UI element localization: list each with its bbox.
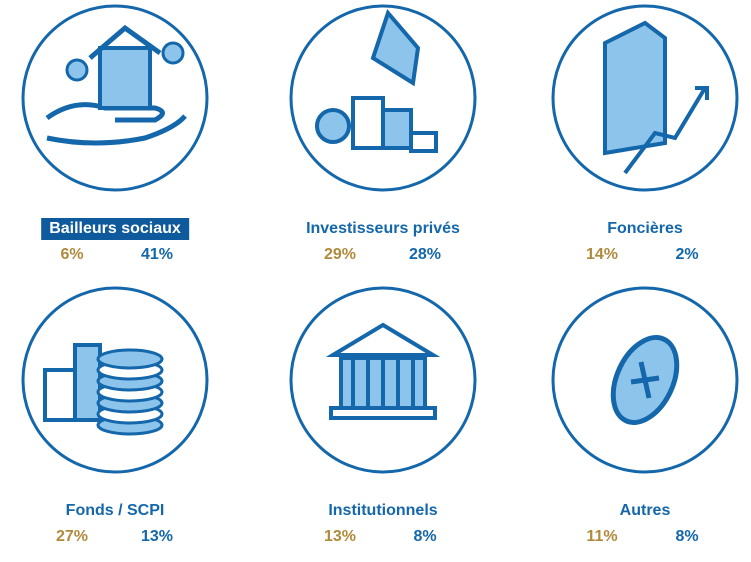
icon-building bbox=[75, 345, 100, 420]
icon-house bbox=[100, 48, 150, 108]
icon-cloud bbox=[67, 60, 87, 80]
icon-base bbox=[331, 408, 435, 418]
share-b: 13% bbox=[141, 528, 173, 546]
share-b: 28% bbox=[409, 246, 441, 264]
item-label: Bailleurs sociaux bbox=[41, 218, 189, 240]
icon-building bbox=[383, 110, 411, 148]
item-label: Institutionnels bbox=[320, 500, 445, 522]
share-a: 27% bbox=[56, 528, 88, 546]
item-label: Autres bbox=[612, 500, 679, 522]
item-label: Investisseurs privés bbox=[298, 218, 468, 240]
share-a: 11% bbox=[586, 528, 617, 546]
share-b: 41% bbox=[141, 246, 173, 264]
share-b: 2% bbox=[675, 246, 698, 264]
share-b: 8% bbox=[413, 528, 436, 546]
share-b: 8% bbox=[675, 528, 698, 546]
icons bbox=[0, 0, 751, 562]
icon-building bbox=[353, 98, 383, 148]
share-a: 13% bbox=[324, 528, 356, 546]
icon-coin bbox=[98, 350, 162, 368]
icon-building bbox=[411, 133, 436, 151]
item-label: Foncières bbox=[599, 218, 691, 240]
infographic: Bailleurs sociaux 6% 41% Investisseurs priv… bbox=[0, 0, 751, 562]
icon-cloud bbox=[163, 43, 183, 63]
share-a: 14% bbox=[586, 246, 618, 264]
share-a: 6% bbox=[60, 246, 83, 264]
icon-coin bbox=[317, 110, 349, 142]
share-a: 29% bbox=[324, 246, 356, 264]
item-label: Fonds / SCPI bbox=[58, 500, 173, 522]
